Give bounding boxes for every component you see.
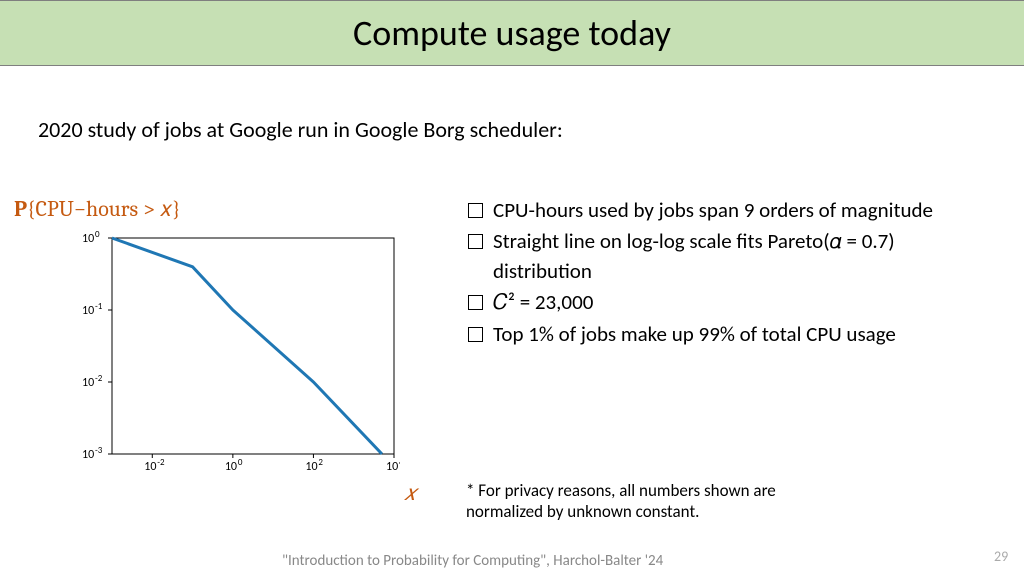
checkbox-bullet-icon	[468, 295, 483, 310]
citation-text: "Introduction to Probability for Computi…	[282, 552, 663, 570]
chart-x-axis-label: 𝑥	[404, 480, 416, 506]
svg-text:10: 10	[225, 460, 237, 474]
bullet-text: Top 1% of jobs make up 99% of total CPU …	[493, 320, 896, 349]
svg-text:2: 2	[318, 457, 323, 468]
svg-text:-2: -2	[157, 457, 165, 468]
checkbox-bullet-icon	[468, 234, 483, 249]
title-bar: Compute usage today	[0, 0, 1024, 66]
bullet-item: 𝐶² = 23,000	[468, 288, 978, 317]
svg-text:10: 10	[82, 448, 94, 462]
svg-text:4: 4	[399, 457, 400, 468]
svg-text:10: 10	[305, 460, 317, 474]
bullet-item: Straight line on log-log scale fits Pare…	[468, 227, 978, 286]
svg-text:10: 10	[82, 376, 94, 390]
ccdf-line-chart: 10-210010210410010-110-210-3	[70, 230, 400, 490]
svg-text:-1: -1	[95, 301, 103, 312]
bullet-item: Top 1% of jobs make up 99% of total CPU …	[468, 320, 978, 349]
bullet-item: CPU-hours used by jobs span 9 orders of …	[468, 196, 978, 225]
chart-y-axis-label: P{CPU−hours > 𝑥}	[14, 196, 181, 222]
page-number: 29	[994, 548, 1008, 565]
bullet-list: CPU-hours used by jobs span 9 orders of …	[468, 196, 978, 351]
svg-text:-2: -2	[95, 373, 103, 384]
svg-text:0: 0	[238, 457, 243, 468]
svg-text:0: 0	[95, 230, 100, 240]
svg-text:10: 10	[386, 460, 398, 474]
bullet-text: 𝐶² = 23,000	[493, 288, 593, 317]
privacy-footnote: * For privacy reasons, all numbers shown…	[466, 480, 776, 522]
svg-text:-3: -3	[95, 445, 103, 456]
svg-text:10: 10	[82, 304, 94, 318]
slide-title: Compute usage today	[353, 11, 671, 55]
subtitle-text: 2020 study of jobs at Google run in Goog…	[38, 116, 563, 143]
bullet-text: Straight line on log-log scale fits Pare…	[493, 227, 978, 286]
svg-text:10: 10	[144, 460, 156, 474]
checkbox-bullet-icon	[468, 203, 483, 218]
bullet-text: CPU-hours used by jobs span 9 orders of …	[493, 196, 933, 225]
checkbox-bullet-icon	[468, 327, 483, 342]
svg-text:10: 10	[82, 232, 94, 246]
